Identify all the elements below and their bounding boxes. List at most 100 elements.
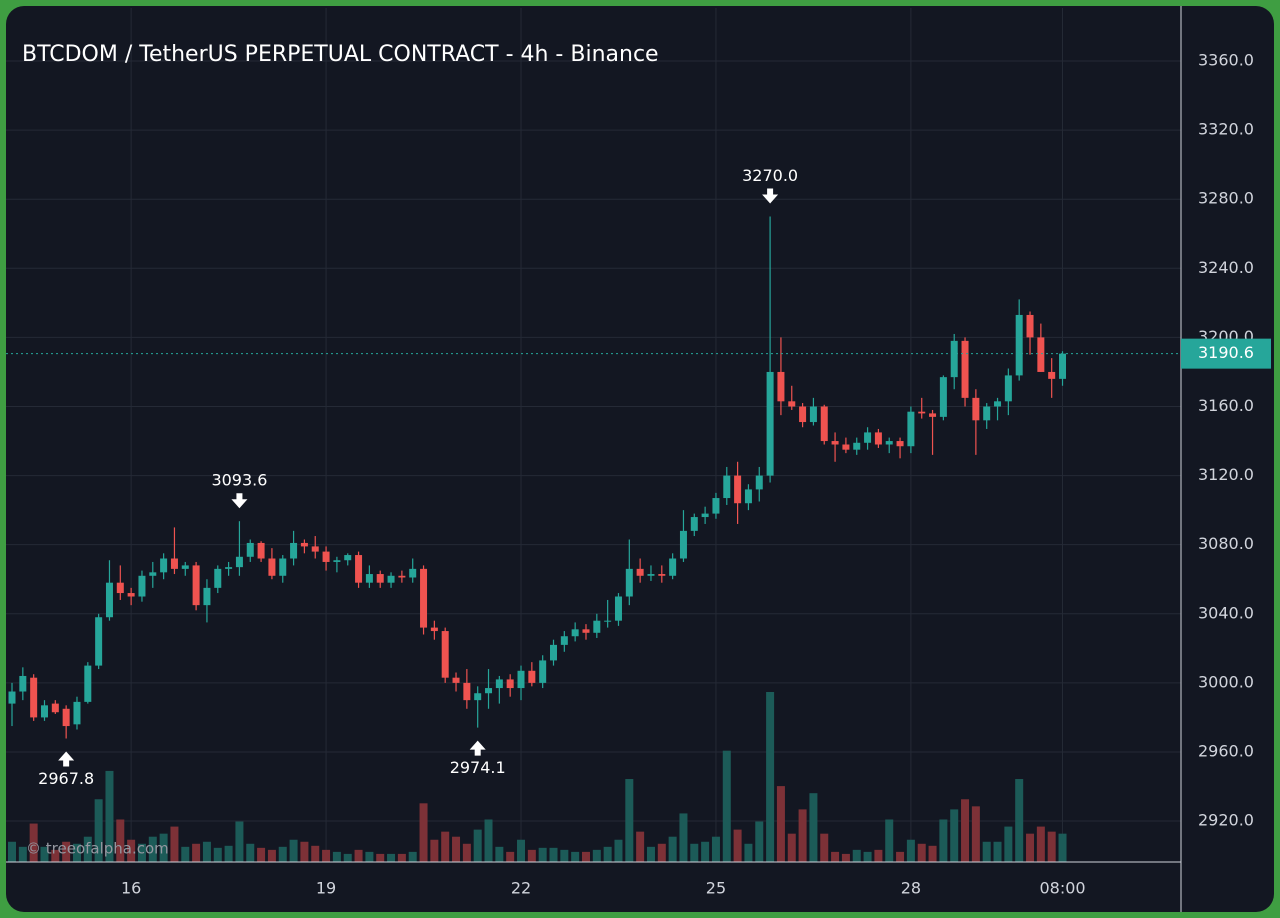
candle-body: [268, 558, 276, 576]
volume-bar: [72, 843, 81, 862]
candle-body: [983, 406, 991, 421]
y-tick-label: 3240.0: [1198, 258, 1254, 277]
annotation-label: 3270.0: [742, 166, 798, 185]
volume-bar: [841, 853, 850, 862]
candle-body: [279, 558, 287, 576]
volume-bar: [636, 831, 645, 862]
volume-bar: [1058, 833, 1067, 862]
annotation-arrow: [58, 751, 75, 767]
candle-body: [203, 587, 211, 606]
candle-body: [311, 546, 319, 552]
volume-bar: [874, 849, 883, 862]
volume-bar: [62, 841, 71, 862]
candle-body: [788, 401, 796, 407]
volume-bar: [452, 836, 461, 862]
volume-bar: [213, 847, 222, 862]
candle-body: [690, 517, 698, 531]
candle-body: [701, 513, 709, 518]
volume-bar: [517, 839, 526, 862]
volume-bar: [29, 823, 38, 862]
volume-bar: [332, 851, 341, 862]
annotation-label: 3093.6: [211, 471, 267, 490]
candle-body: [896, 441, 904, 447]
candle-body: [820, 406, 828, 442]
candle-body: [994, 401, 1002, 407]
candle-body: [8, 691, 16, 704]
volume-bar: [755, 821, 764, 862]
candle-body: [734, 475, 742, 504]
volume-bar: [776, 786, 785, 862]
volume-bar: [614, 839, 623, 862]
volume-bar: [950, 809, 959, 862]
last-price-box: [1181, 338, 1271, 369]
x-tick-label: 22: [511, 879, 531, 898]
candle-body: [799, 406, 807, 423]
candle-body: [138, 575, 146, 597]
candle-body: [170, 558, 178, 569]
volume-bar: [473, 829, 482, 862]
candle-body: [679, 530, 687, 559]
candle-body: [929, 413, 937, 417]
candle-body: [1026, 314, 1034, 338]
candle-body: [235, 556, 243, 568]
volume-bar: [343, 853, 352, 862]
candle-body: [214, 568, 222, 588]
candle-body: [1037, 337, 1045, 372]
volume-bar: [419, 803, 428, 862]
y-tick-label: 3320.0: [1198, 120, 1254, 139]
volume-bar: [592, 849, 601, 862]
volume-bar: [116, 819, 125, 862]
candle-body: [355, 555, 363, 583]
volume-bar: [170, 826, 179, 862]
y-tick-label: 3000.0: [1198, 672, 1254, 691]
watermark: © treeofalpha.com: [26, 840, 169, 858]
candle-body: [333, 560, 341, 562]
candle-body: [874, 432, 882, 445]
candle-body: [127, 593, 135, 597]
volume-bar: [441, 831, 450, 862]
volume-bar: [289, 839, 298, 862]
candle-body: [495, 679, 503, 689]
candle-body: [463, 682, 471, 701]
candle-body: [51, 703, 59, 713]
volume-bar: [1026, 833, 1035, 862]
candle-body: [300, 542, 308, 547]
candle-body: [62, 708, 70, 727]
x-tick-label: 16: [121, 879, 141, 898]
volume-bar: [278, 846, 287, 862]
volume-bar: [646, 846, 655, 862]
volume-bar: [235, 821, 244, 862]
candle-body: [809, 406, 817, 423]
volume-bar: [51, 849, 60, 862]
volume-bar: [885, 819, 894, 862]
candle-body: [766, 371, 774, 476]
volume-bar: [127, 839, 136, 862]
volume-bar: [744, 843, 753, 862]
candle-body: [614, 596, 622, 621]
volume-bar: [246, 843, 255, 862]
volume-bar: [668, 836, 677, 862]
candle-body: [474, 693, 482, 701]
candle-body: [777, 371, 785, 402]
volume-bar: [701, 841, 710, 862]
candle-body: [344, 555, 352, 561]
candle-body: [1004, 375, 1012, 402]
candle-body: [517, 670, 525, 689]
candle-body: [116, 582, 124, 594]
volume-bar: [733, 829, 742, 862]
volume-bar: [202, 841, 211, 862]
candle-body: [864, 432, 872, 443]
candle-body: [593, 620, 601, 633]
candle-body: [658, 574, 666, 576]
volume-bar: [1036, 826, 1045, 862]
volume-bar: [8, 841, 16, 862]
candle-body: [539, 660, 547, 683]
volume-bar: [506, 851, 515, 862]
candle-body: [1015, 314, 1023, 376]
candle-body: [950, 340, 958, 378]
candle-body: [550, 644, 557, 661]
x-tick-label: 28: [901, 879, 921, 898]
candle-body: [73, 701, 81, 725]
volume-bar: [906, 839, 915, 862]
